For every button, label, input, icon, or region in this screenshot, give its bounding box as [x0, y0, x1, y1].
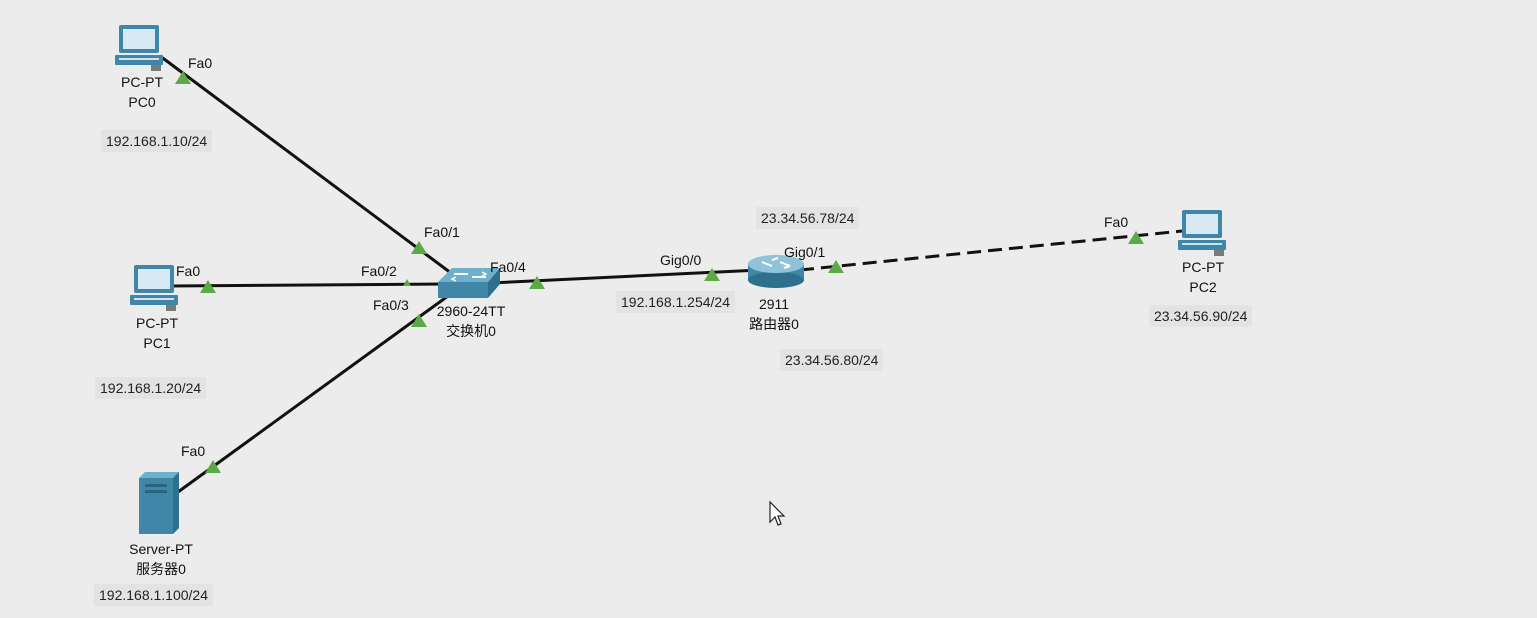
pc2-model-label: PC-PT	[1182, 259, 1224, 275]
link-pc1-switch[interactable]	[169, 282, 446, 288]
port-status-router-gig0-1	[828, 260, 844, 273]
server-icon[interactable]	[139, 472, 179, 534]
switch0-name-label[interactable]: 交换机0	[446, 323, 496, 339]
router0-lan-ip-label: 192.168.1.254/24	[616, 291, 735, 313]
server0-name-label[interactable]: 服务器0	[136, 561, 186, 577]
mouse-cursor-icon	[769, 500, 786, 526]
link-router-pc2[interactable]	[799, 229, 1183, 272]
router0-name-label[interactable]: 路由器0	[749, 316, 799, 332]
pc-icon[interactable]	[1178, 210, 1226, 256]
router0-extra-ip-label: 23.34.56.80/24	[780, 349, 884, 371]
link-pc0-switch[interactable]	[159, 54, 456, 278]
server0-ip-label: 192.168.1.100/24	[94, 584, 213, 606]
pc2-ip-label: 23.34.56.90/24	[1149, 305, 1253, 327]
switch0-model-label: 2960-24TT	[436, 303, 506, 319]
port-label-switch-fa0-1: Fa0/1	[424, 224, 460, 240]
pc1-ip-label: 192.168.1.20/24	[95, 377, 207, 399]
port-label-pc2-fa0: Fa0	[1104, 214, 1129, 230]
pc0-name-label[interactable]: PC0	[128, 94, 156, 110]
pc-icon[interactable]	[115, 25, 163, 71]
pc0-model-label: PC-PT	[121, 74, 163, 90]
link-server-switch[interactable]	[177, 294, 449, 494]
port-label-switch-fa0-4: Fa0/4	[490, 259, 526, 275]
port-status-pc1-fa0	[200, 280, 216, 293]
port-label-switch-fa0-3: Fa0/3	[373, 297, 409, 313]
port-status-switch-fa0-3	[411, 314, 427, 327]
link-switch-router[interactable]	[489, 268, 761, 285]
pc1-model-label: PC-PT	[136, 315, 178, 331]
port-label-pc1-fa0: Fa0	[176, 263, 201, 279]
port-status-pc0-fa0	[175, 71, 191, 84]
pc2-name-label[interactable]: PC2	[1189, 279, 1217, 295]
port-status-switch-fa0-4	[529, 276, 545, 289]
port-label-server0-fa0: Fa0	[181, 443, 206, 459]
switch-icon[interactable]	[438, 268, 500, 298]
pc0-ip-label: 192.168.1.10/24	[101, 130, 213, 152]
port-label-switch-fa0-2: Fa0/2	[361, 263, 397, 279]
server0-model-label: Server-PT	[129, 541, 193, 557]
port-label-pc0-fa0: Fa0	[188, 55, 213, 71]
router0-model-label: 2911	[758, 296, 790, 312]
port-status-switch-fa0-2	[403, 279, 411, 286]
port-status-server-fa0	[205, 460, 221, 473]
port-label-router-gig0-0: Gig0/0	[660, 252, 702, 268]
router0-wan-ip-label: 23.34.56.78/24	[756, 207, 860, 229]
port-label-router-gig0-1: Gig0/1	[784, 244, 826, 260]
port-status-pc2-fa0	[1128, 231, 1144, 244]
port-status-switch-fa0-1	[411, 241, 427, 254]
pc1-name-label[interactable]: PC1	[143, 335, 171, 351]
port-status-router-gig0-0	[704, 268, 720, 281]
router-icon[interactable]	[748, 255, 804, 288]
pc-icon[interactable]	[130, 265, 178, 311]
